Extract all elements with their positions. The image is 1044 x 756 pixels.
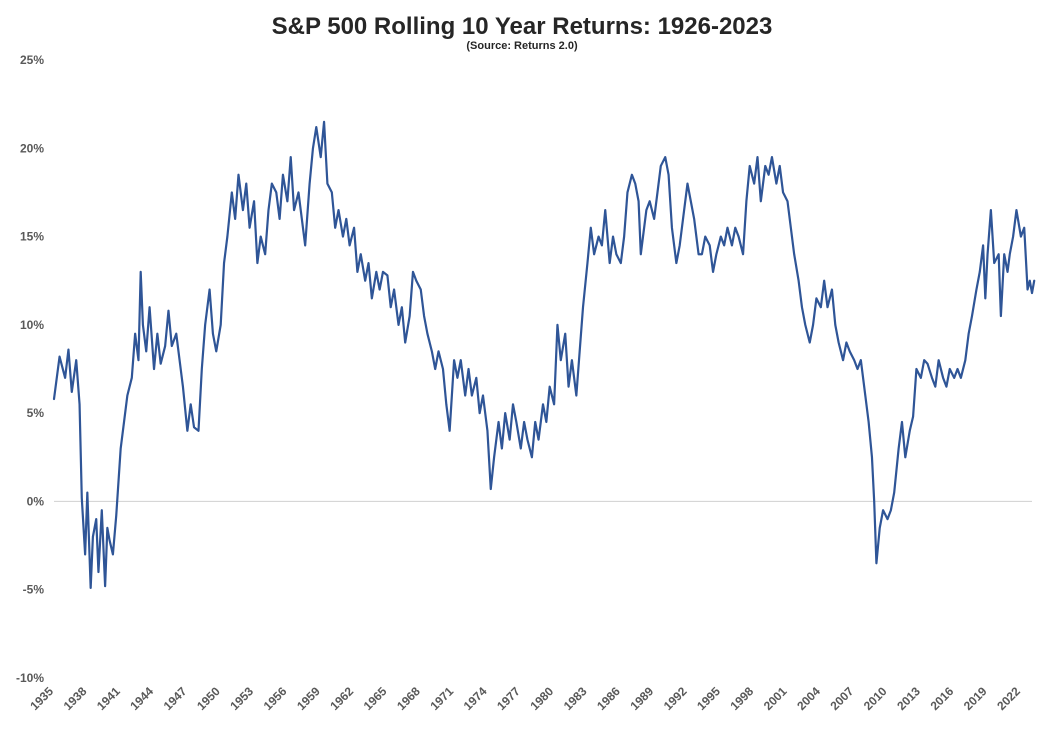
x-tick-label: 1968 — [394, 684, 423, 713]
x-tick-label: 1935 — [27, 684, 56, 713]
x-tick-label: 2019 — [961, 684, 990, 713]
data-line — [54, 122, 1034, 588]
y-tick-label: 20% — [20, 142, 44, 156]
y-tick-label: -5% — [23, 583, 45, 597]
x-tick-label: 1947 — [161, 684, 190, 713]
x-tick-label: 2001 — [761, 684, 790, 713]
x-tick-label: 2016 — [928, 684, 957, 713]
x-tick-label: 1983 — [561, 684, 590, 713]
x-tick-label: 1953 — [227, 684, 256, 713]
x-tick-label: 1950 — [194, 684, 223, 713]
y-tick-label: 15% — [20, 230, 44, 244]
y-tick-label: 10% — [20, 318, 44, 332]
x-tick-label: 1965 — [361, 684, 390, 713]
chart-container: S&P 500 Rolling 10 Year Returns: 1926-20… — [0, 0, 1044, 756]
y-tick-label: 5% — [27, 407, 45, 421]
x-tick-label: 1989 — [627, 684, 656, 713]
x-tick-label: 1971 — [427, 684, 456, 713]
x-tick-label: 1977 — [494, 684, 523, 713]
x-tick-label: 1980 — [527, 684, 556, 713]
x-tick-label: 1938 — [61, 684, 90, 713]
x-tick-label: 2022 — [994, 684, 1023, 713]
x-tick-label: 1956 — [261, 684, 290, 713]
x-tick-label: 1941 — [94, 684, 123, 713]
x-tick-label: 1974 — [461, 684, 490, 713]
x-tick-label: 2007 — [828, 684, 857, 713]
x-tick-label: 2010 — [861, 684, 890, 713]
x-tick-label: 2013 — [894, 684, 923, 713]
x-tick-label: 1962 — [327, 684, 356, 713]
y-tick-label: -10% — [16, 671, 44, 685]
x-tick-label: 1998 — [727, 684, 756, 713]
y-tick-label: 0% — [27, 495, 45, 509]
chart-subtitle: (Source: Returns 2.0) — [0, 40, 1044, 52]
x-tick-label: 2004 — [794, 684, 823, 713]
y-tick-label: 25% — [20, 53, 44, 67]
x-tick-label: 1986 — [594, 684, 623, 713]
x-tick-label: 1992 — [661, 684, 690, 713]
x-tick-label: 1959 — [294, 684, 323, 713]
x-tick-label: 1995 — [694, 684, 723, 713]
x-tick-label: 1944 — [127, 684, 156, 713]
line-chart: -10%-5%0%5%10%15%20%25%19351938194119441… — [0, 52, 1044, 742]
chart-title: S&P 500 Rolling 10 Year Returns: 1926-20… — [0, 0, 1044, 40]
